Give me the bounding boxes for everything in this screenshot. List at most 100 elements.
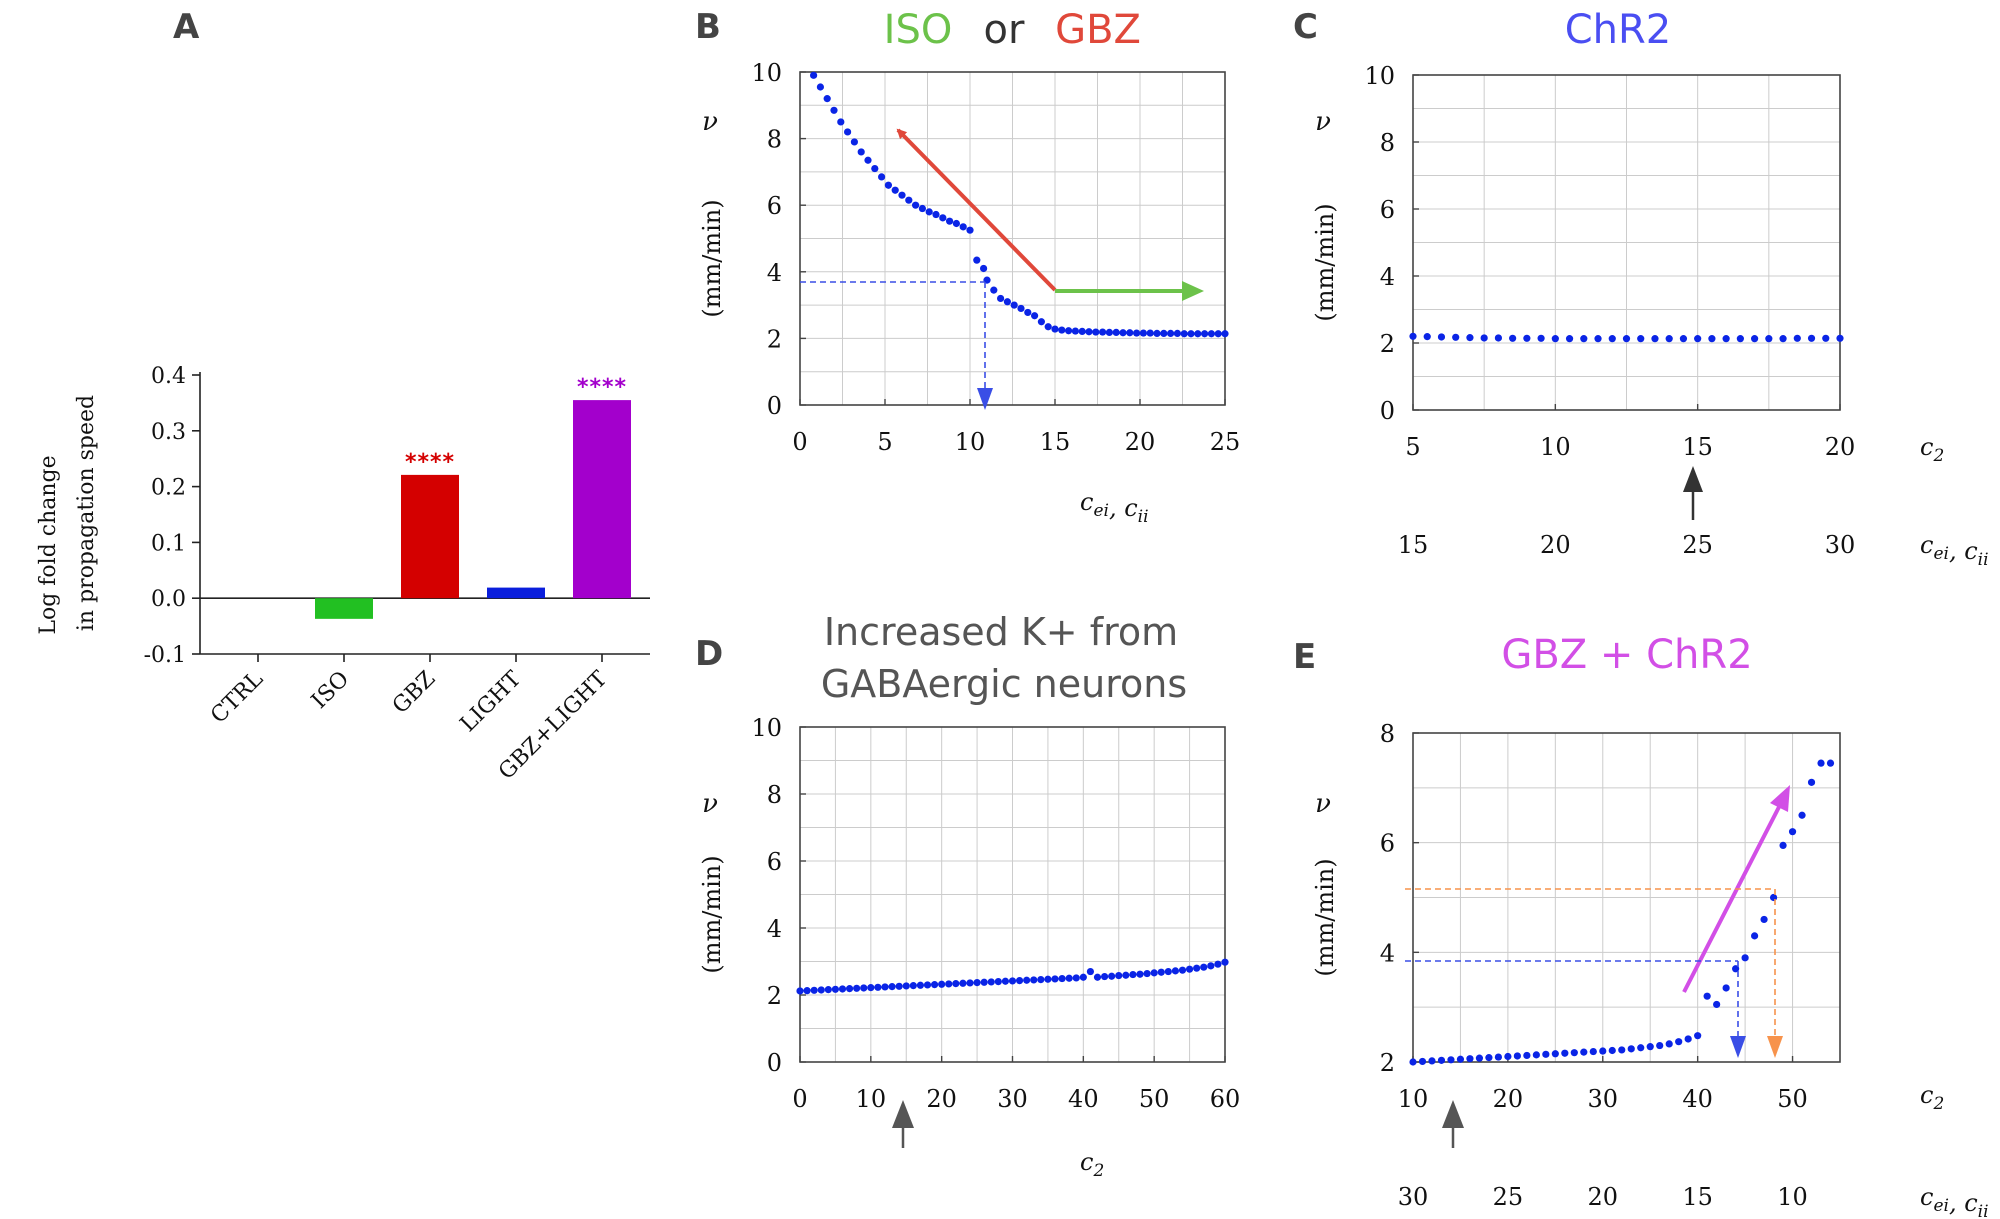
y-tick-label: 4 (767, 915, 782, 943)
data-point (973, 979, 981, 987)
data-point (966, 226, 974, 234)
y-tick-label: 6 (1380, 830, 1395, 858)
data-point (860, 984, 868, 992)
data-point (1157, 968, 1165, 976)
data-point (1139, 329, 1147, 337)
panel-letter-e: E (1293, 637, 1316, 677)
data-point (1092, 328, 1100, 336)
panel-d-plot: 0 10 20 30 40 50 60 0 2 4 6 8 10 ν (mm/min) c2 (698, 714, 1240, 1181)
data-point (1153, 329, 1161, 338)
data-point (1656, 1041, 1664, 1050)
data-point (1143, 969, 1151, 978)
data-point (980, 978, 988, 986)
panel-letter-b: B (695, 7, 721, 47)
x-tick-label: 20 (1493, 1085, 1524, 1113)
data-point (980, 264, 988, 273)
data-point (810, 986, 818, 994)
data-point (888, 983, 896, 991)
data-point (1044, 975, 1052, 983)
y-tick-label: 8 (1380, 129, 1395, 157)
panel-e-blue-arrowhead (1730, 1036, 1746, 1058)
data-point (1079, 973, 1087, 981)
significance-stars: **** (405, 450, 455, 475)
bar-gbz-light (573, 400, 631, 599)
data-point (1051, 325, 1059, 333)
data-point (1817, 759, 1825, 767)
x-tick-label: 25 (1210, 428, 1241, 456)
data-point (1133, 329, 1141, 337)
data-point (1024, 308, 1032, 317)
x-tick-label: 20 (1825, 433, 1856, 461)
secondary-x-tick-label: 10 (1777, 1183, 1808, 1211)
y-tick-label: 8 (1380, 720, 1395, 748)
data-point (1017, 304, 1025, 313)
panel-a-y-tick-label: 0.1 (151, 531, 186, 556)
y-tick-label: 2 (767, 325, 782, 353)
data-point (1561, 1049, 1569, 1057)
panel-b-title-iso: ISO (884, 7, 953, 53)
y-tick-label: 2 (767, 982, 782, 1010)
data-point (1437, 333, 1446, 341)
data-point (1200, 963, 1208, 971)
data-point (1760, 915, 1768, 924)
panel-e-secondary-x-ticks: 30 25 20 15 10 cei, cii (1398, 1183, 1989, 1219)
data-point (1452, 333, 1460, 341)
panel-a-y-tick-label: -0.1 (144, 643, 186, 668)
secondary-x-tick-label: 30 (1825, 531, 1856, 559)
data-point (1594, 335, 1602, 343)
data-point (1523, 334, 1531, 342)
data-point (912, 201, 920, 209)
data-point (1684, 1035, 1692, 1043)
data-point (1513, 1052, 1521, 1060)
x-tick-label: 50 (1777, 1085, 1808, 1113)
y-tick-label: 6 (767, 192, 782, 220)
data-point (1418, 1057, 1427, 1066)
data-point (1031, 312, 1039, 320)
data-point (1119, 329, 1127, 337)
data-point (867, 984, 875, 992)
panel-a-y-tick-label: 0.4 (151, 364, 186, 389)
data-point (1037, 975, 1045, 984)
data-point (1637, 1044, 1645, 1052)
secondary-x-axis-label: cei, cii (1920, 1183, 1989, 1219)
data-point (1003, 298, 1012, 306)
data-point (973, 256, 981, 264)
panel-a-x-tick-label: GBZ (388, 667, 440, 719)
data-point (902, 982, 910, 990)
data-point (1589, 1047, 1597, 1056)
data-point (1485, 1054, 1493, 1062)
data-point (1423, 333, 1431, 341)
y-axis-label: (mm/min) (698, 199, 726, 317)
data-point (1608, 1046, 1616, 1055)
panel-a-y-tick-label: 0.0 (151, 587, 186, 612)
panel-a-ylabel-line2: in propagation speed (74, 395, 99, 631)
panel-e-up-arrow (1442, 1100, 1464, 1148)
panel-b: B ISO or GBZ 0 5 10 15 20 25 0 2 4 6 8 10 ν (mm/min) c… (695, 7, 1240, 527)
data-point (932, 210, 940, 219)
secondary-x-tick-label: 25 (1682, 531, 1713, 559)
data-point (939, 214, 947, 222)
panel-e-magenta-arrowhead (1770, 785, 1790, 812)
data-point (1788, 828, 1797, 836)
data-point (1010, 301, 1018, 309)
data-point (1779, 335, 1787, 343)
x-tick-label: 60 (1210, 1085, 1241, 1113)
y-axis-symbol: ν (702, 107, 718, 137)
data-point (1703, 992, 1711, 1000)
data-point (1187, 330, 1195, 338)
data-point (1580, 335, 1588, 343)
data-point (1193, 964, 1201, 972)
data-point (1207, 330, 1215, 338)
panel-letter-c: C (1293, 7, 1318, 47)
x-tick-label: 20 (1125, 428, 1156, 456)
data-point (1466, 334, 1474, 342)
data-point (1015, 976, 1024, 985)
data-point (1058, 326, 1066, 334)
y-tick-label: 4 (1380, 939, 1395, 967)
y-axis-symbol: ν (702, 789, 718, 819)
panel-a: A Log fold change in propagation speed -… (36, 7, 650, 785)
data-point (830, 106, 838, 114)
data-point (1409, 1058, 1417, 1066)
data-point (1185, 965, 1194, 973)
